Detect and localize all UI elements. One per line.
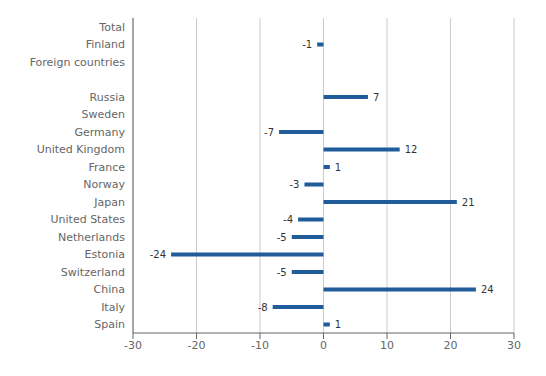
svg-text:Estonia: Estonia <box>85 248 126 261</box>
svg-text:-4: -4 <box>283 214 293 225</box>
svg-text:-10: -10 <box>251 339 269 352</box>
svg-text:France: France <box>88 161 125 174</box>
svg-text:-24: -24 <box>150 249 166 260</box>
svg-text:Italy: Italy <box>101 301 125 314</box>
svg-text:-7: -7 <box>264 127 274 138</box>
svg-text:21: 21 <box>462 197 475 208</box>
svg-text:Finland: Finland <box>86 38 125 51</box>
svg-text:Germany: Germany <box>74 126 125 139</box>
svg-text:Norway: Norway <box>83 178 125 191</box>
svg-text:7: 7 <box>373 92 379 103</box>
svg-text:12: 12 <box>405 144 418 155</box>
svg-text:10: 10 <box>380 339 394 352</box>
svg-text:1: 1 <box>335 319 341 330</box>
svg-text:30: 30 <box>507 339 521 352</box>
svg-text:-3: -3 <box>289 179 299 190</box>
svg-text:-5: -5 <box>277 232 287 243</box>
svg-text:Sweden: Sweden <box>82 108 125 121</box>
svg-text:United Kingdom: United Kingdom <box>37 143 125 156</box>
svg-text:Netherlands: Netherlands <box>58 231 125 244</box>
svg-text:Switzerland: Switzerland <box>61 266 125 279</box>
svg-text:Spain: Spain <box>94 318 125 331</box>
svg-text:-8: -8 <box>258 302 268 313</box>
svg-text:-20: -20 <box>188 339 206 352</box>
svg-text:0: 0 <box>320 339 327 352</box>
svg-text:United States: United States <box>51 213 126 226</box>
svg-text:Russia: Russia <box>90 91 125 104</box>
svg-text:China: China <box>94 283 125 296</box>
svg-text:-1: -1 <box>302 39 312 50</box>
svg-text:Total: Total <box>98 21 125 34</box>
svg-text:1: 1 <box>335 162 341 173</box>
svg-text:-5: -5 <box>277 267 287 278</box>
svg-text:Foreign countries: Foreign countries <box>30 56 126 69</box>
svg-text:Japan: Japan <box>93 196 125 209</box>
svg-text:24: 24 <box>481 284 494 295</box>
svg-text:-30: -30 <box>124 339 142 352</box>
svg-text:20: 20 <box>444 339 458 352</box>
